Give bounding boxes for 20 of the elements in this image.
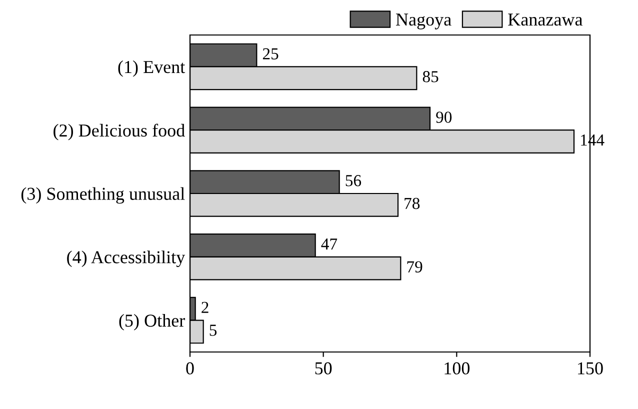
x-tick-label: 50: [315, 362, 332, 374]
legend-label: Nagoya: [396, 14, 452, 30]
y-tick-label: (3) Something unusual: [21, 187, 185, 204]
y-tick-label: (4) Accessibility: [67, 250, 186, 268]
data-label: 85: [422, 71, 438, 82]
x-tick-label: 100: [444, 362, 470, 374]
data-label: 79: [407, 261, 422, 272]
y-tick-label: (1) Event: [118, 60, 186, 77]
x-tick-label: 0: [186, 362, 194, 374]
data-label: 2: [202, 302, 208, 313]
x-tick-label: 150: [578, 362, 603, 374]
data-label: 56: [346, 175, 362, 186]
data-label: 5: [210, 324, 217, 336]
legend-label: Kanazawa: [508, 14, 583, 26]
data-label: 47: [321, 238, 338, 250]
y-tick-label: (5) Other: [119, 314, 185, 330]
data-label: 78: [404, 198, 420, 210]
data-label: 25: [262, 48, 278, 60]
data-label: 90: [436, 112, 452, 123]
y-tick-label: (2) Delicious food: [54, 124, 185, 140]
